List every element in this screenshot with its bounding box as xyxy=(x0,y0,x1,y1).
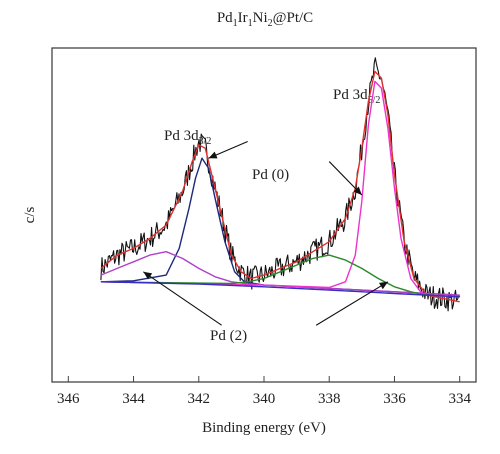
series-layer xyxy=(100,57,461,312)
plot-frame xyxy=(51,47,477,383)
fit-curve-1 xyxy=(100,70,460,303)
x-tick-label: 336 xyxy=(383,391,406,407)
arrow-layer xyxy=(143,141,389,326)
fit-curve-4 xyxy=(100,80,460,298)
arrow-head xyxy=(353,186,362,195)
arrow-line xyxy=(315,281,389,326)
arrow-head xyxy=(143,271,153,280)
x-axis-ticks: 346 344 342 340 338 336 334 xyxy=(57,376,471,407)
x-tick-label: 334 xyxy=(448,391,471,407)
peak-label-3d52: Pd 3d5/2 xyxy=(333,87,380,106)
x-tick-label: 340 xyxy=(253,391,276,407)
annotation-pd0: Pd (0) xyxy=(252,167,289,183)
fit-curve-5 xyxy=(100,254,460,298)
peak-label-3d32: Pd 3d3/2 xyxy=(164,128,211,147)
fit-curve-3 xyxy=(100,251,460,296)
annotation-pd2: Pd (2) xyxy=(210,328,247,344)
fit-curve-6 xyxy=(100,281,460,298)
x-axis-label: Binding energy (eV) xyxy=(202,420,326,436)
raw-data-line xyxy=(100,57,461,312)
x-tick-label: 338 xyxy=(318,391,341,407)
arrow-line xyxy=(143,271,222,326)
chart-title: Pd1Ir1Ni2@Pt/C xyxy=(217,10,313,29)
arrow-head xyxy=(379,281,388,290)
x-tick-label: 346 xyxy=(57,391,80,407)
y-axis-label: c/s xyxy=(22,207,38,224)
x-tick-label: 342 xyxy=(188,391,211,407)
arrow-head xyxy=(208,151,218,159)
x-tick-label: 344 xyxy=(122,391,145,407)
